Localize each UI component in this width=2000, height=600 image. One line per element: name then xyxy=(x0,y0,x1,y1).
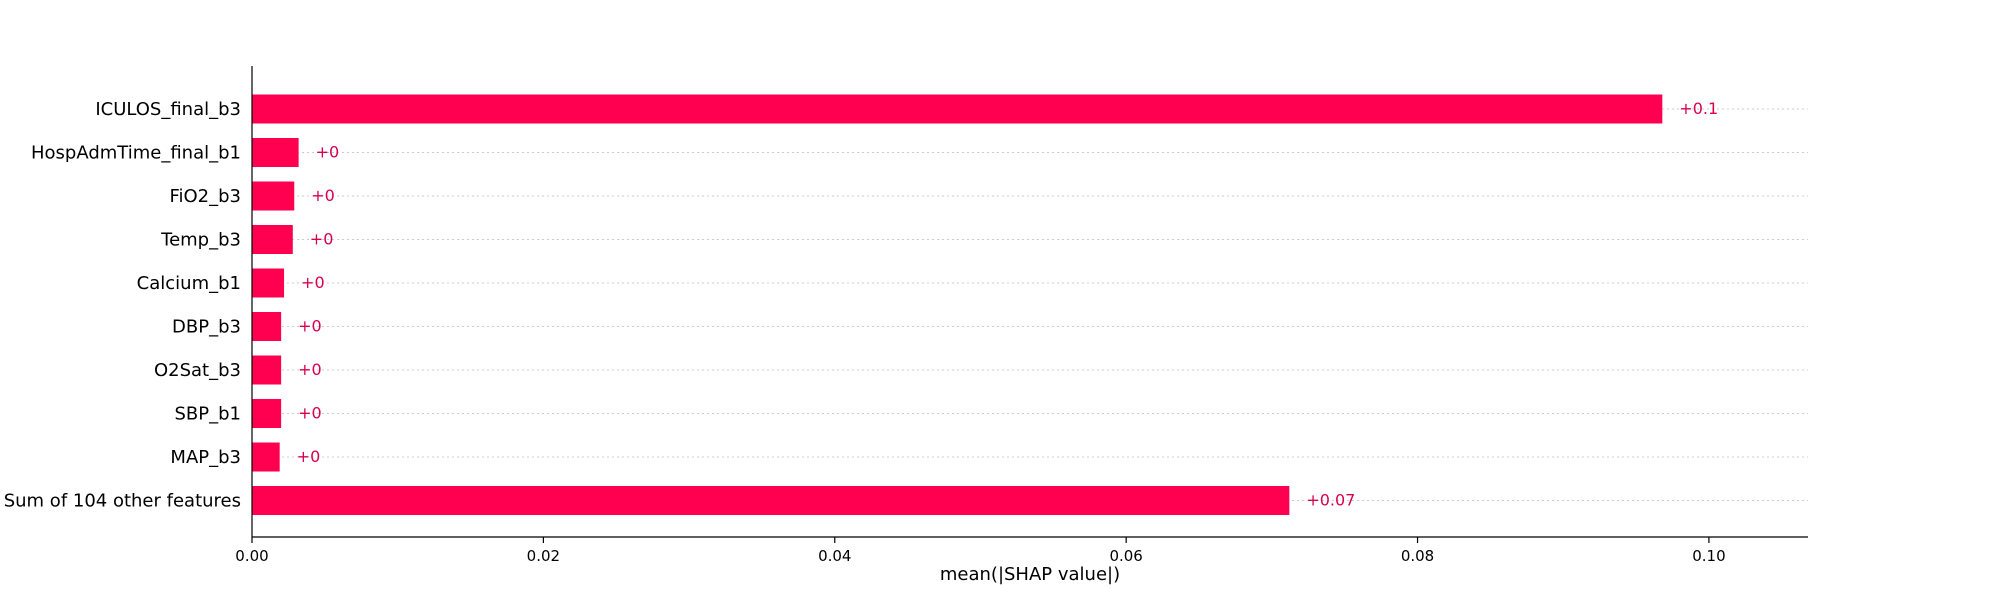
x-axis-title: mean(|SHAP value|) xyxy=(940,564,1120,585)
value-label: +0 xyxy=(311,186,335,205)
bar xyxy=(252,355,282,385)
bar xyxy=(252,94,1663,124)
bar xyxy=(252,181,295,211)
axes xyxy=(251,66,1808,538)
category-label: MAP_b3 xyxy=(170,447,241,468)
value-labels: +0.1 +0 +0 +0 +0 +0 +0 +0 +0 +0.07 xyxy=(297,99,1718,510)
value-label: +0 xyxy=(297,447,321,466)
value-label: +0 xyxy=(301,273,325,292)
x-tick-label: 0.00 xyxy=(235,547,268,565)
bars xyxy=(252,94,1663,515)
value-label: +0 xyxy=(316,143,340,162)
bar xyxy=(252,486,1290,515)
x-tick-label: 0.06 xyxy=(1109,547,1142,565)
category-label: ICULOS_final_b3 xyxy=(95,99,241,120)
x-ticks: 0.00 0.02 0.04 0.06 0.08 0.10 xyxy=(235,537,1726,565)
value-label: +0 xyxy=(310,230,334,249)
category-label: DBP_b3 xyxy=(172,317,241,338)
category-label: HospAdmTime_final_b1 xyxy=(31,143,241,164)
bar xyxy=(252,312,282,341)
category-label: O2Sat_b3 xyxy=(154,360,241,381)
category-label: FiO2_b3 xyxy=(169,186,241,207)
x-tick-label: 0.04 xyxy=(818,547,851,565)
category-label: Sum of 104 other features xyxy=(4,491,241,512)
category-labels: ICULOS_final_b3 HospAdmTime_final_b1 FiO2_… xyxy=(4,99,241,512)
x-tick-label: 0.08 xyxy=(1401,547,1434,565)
category-label: SBP_b1 xyxy=(174,404,241,425)
bar xyxy=(252,399,282,428)
category-label: Temp_b3 xyxy=(160,230,241,251)
value-label: +0 xyxy=(298,317,322,336)
x-tick-label: 0.02 xyxy=(527,547,560,565)
bar xyxy=(252,138,299,167)
x-tick-label: 0.10 xyxy=(1692,547,1725,565)
value-label: +0.1 xyxy=(1679,99,1718,118)
value-label: +0.07 xyxy=(1306,491,1355,510)
value-label: +0 xyxy=(298,404,322,423)
category-label: Calcium_b1 xyxy=(137,273,241,294)
value-label: +0 xyxy=(298,360,322,379)
bar xyxy=(252,268,285,298)
bar xyxy=(252,225,293,254)
bar xyxy=(252,442,280,472)
gridlines xyxy=(252,108,1808,501)
